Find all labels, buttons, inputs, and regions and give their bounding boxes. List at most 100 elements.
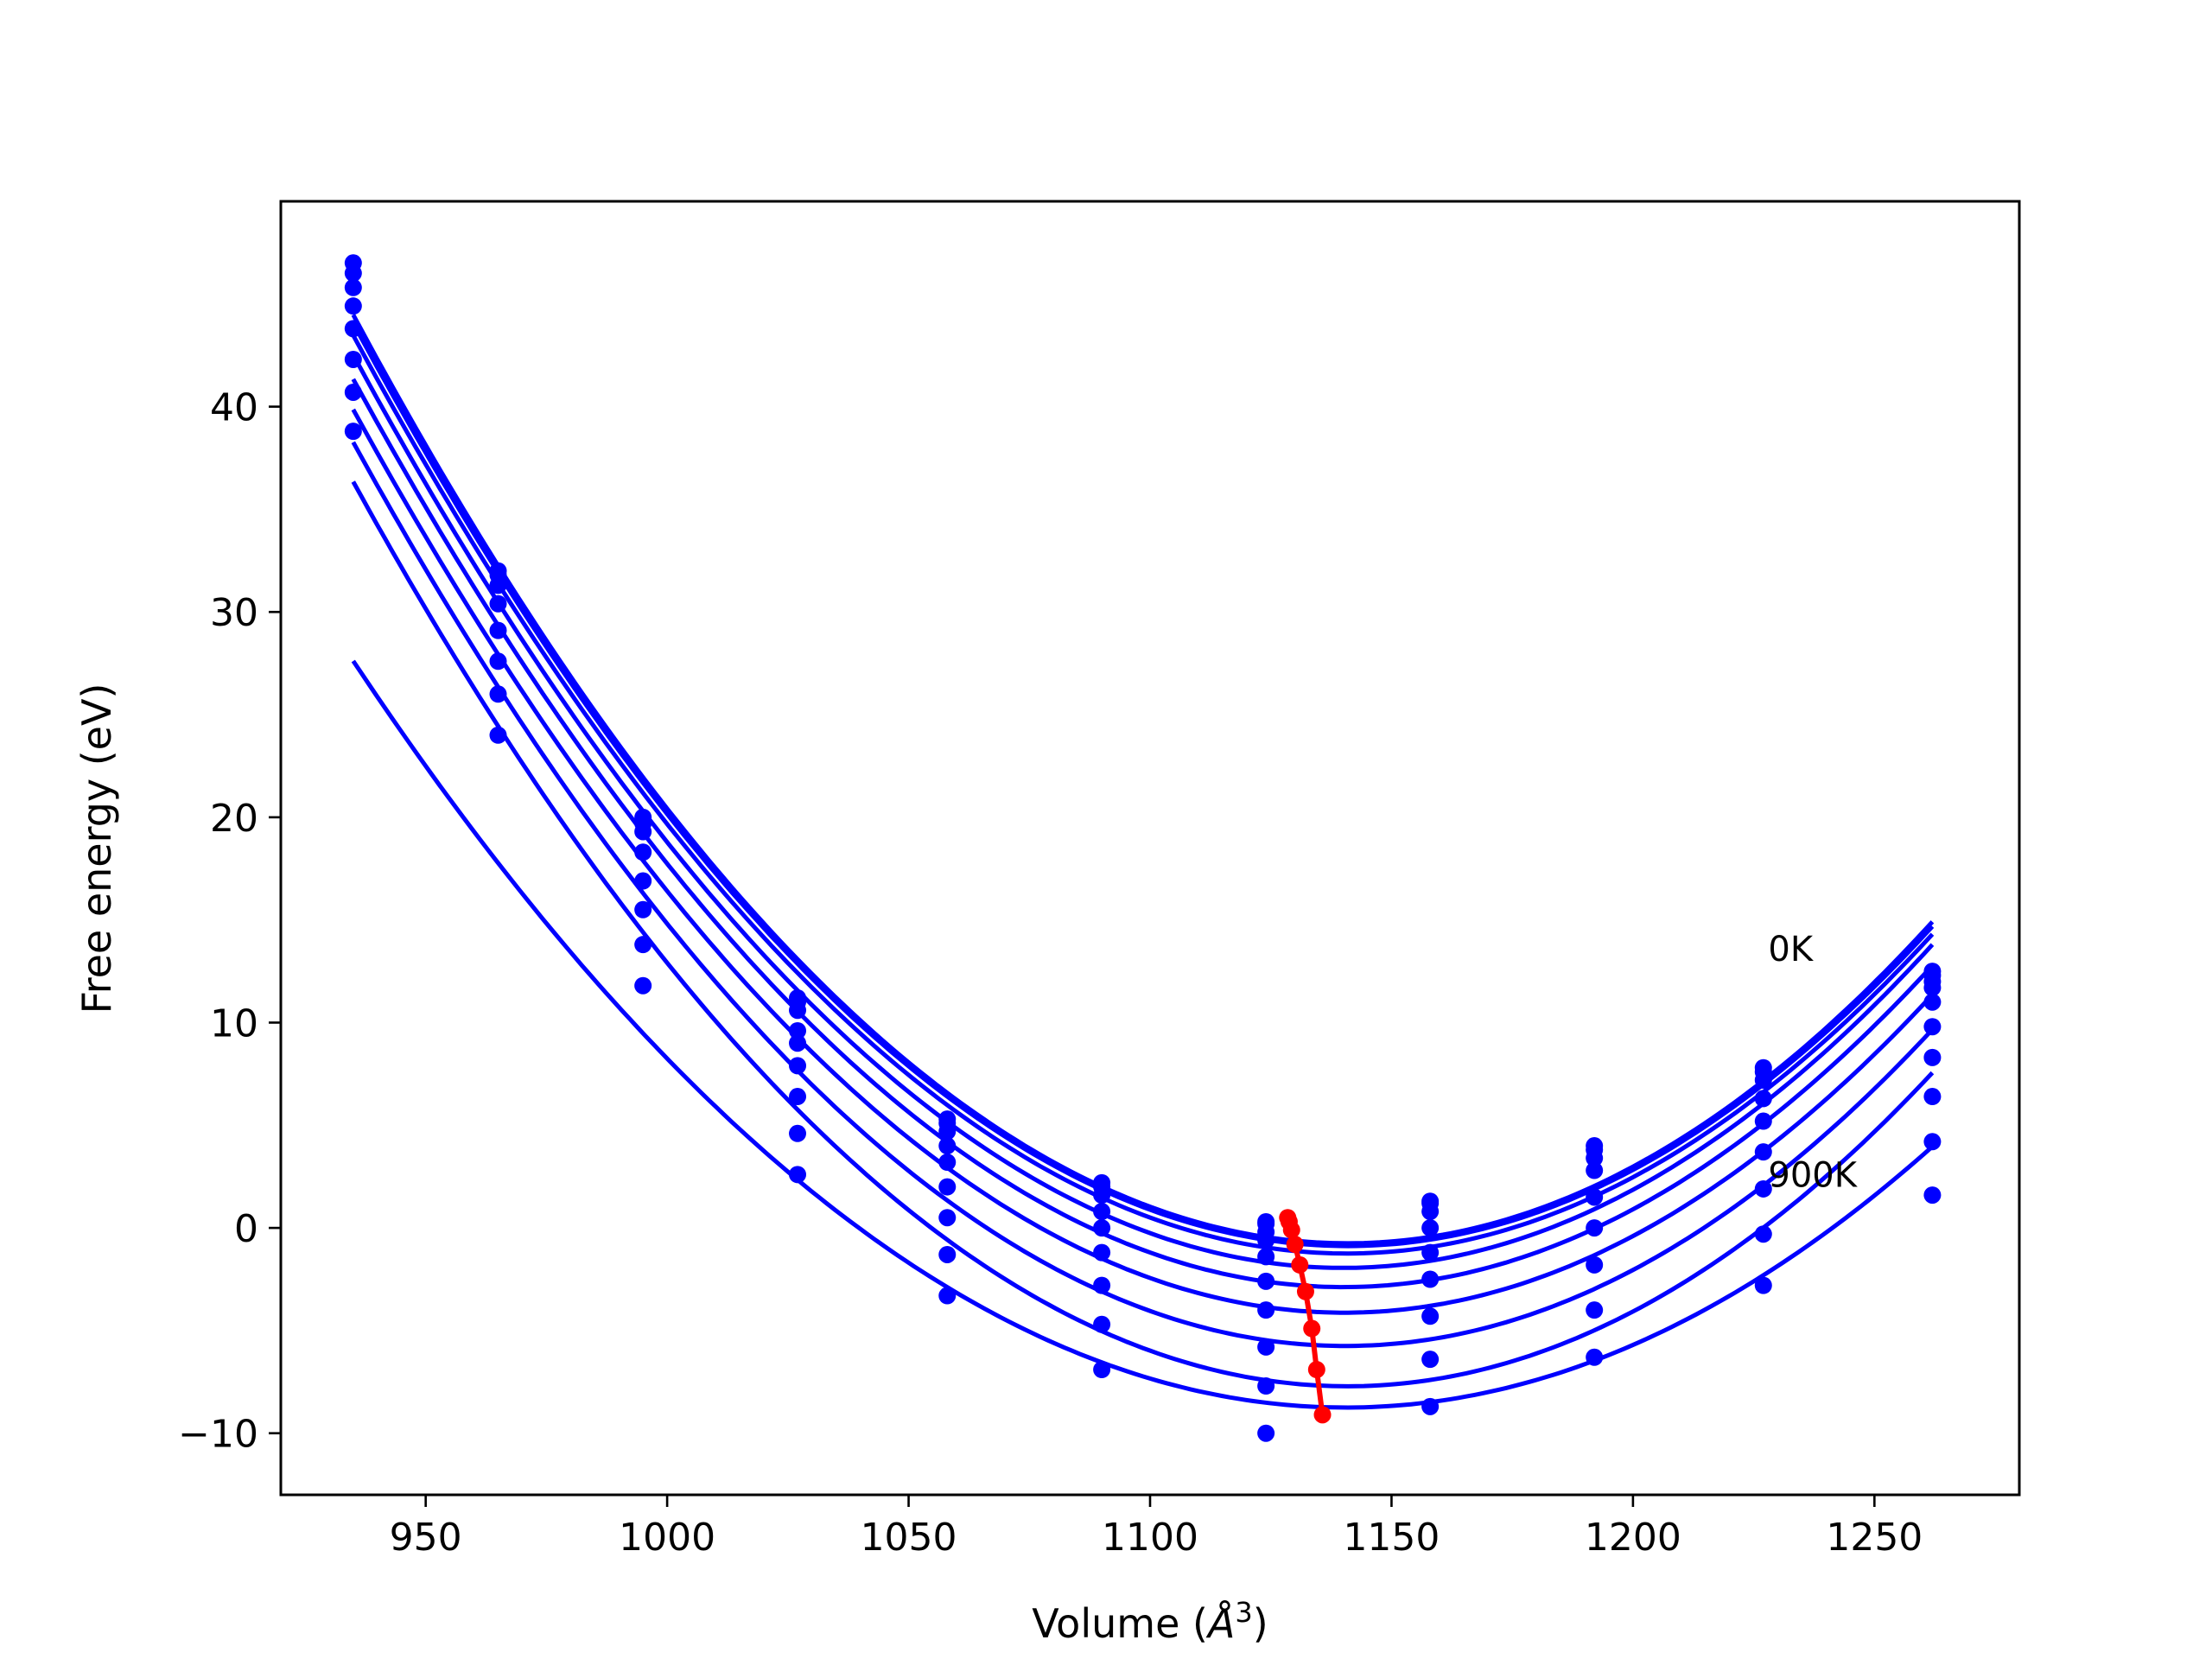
data-point [344, 383, 362, 401]
data-point [1421, 1351, 1440, 1369]
data-point [489, 685, 507, 703]
data-point [489, 576, 507, 594]
data-point [1923, 1018, 1942, 1036]
data-point [1093, 1315, 1111, 1333]
data-point [344, 320, 362, 338]
minimum-point [1313, 1406, 1332, 1424]
x-tick-label: 1200 [1585, 1516, 1681, 1560]
data-point [1586, 1188, 1604, 1206]
data-point [1586, 1301, 1604, 1319]
x-tick-label: 1000 [619, 1516, 715, 1560]
x-tick-label: 1150 [1343, 1516, 1440, 1560]
data-point [489, 726, 507, 744]
x-tick-label: 1250 [1826, 1516, 1923, 1560]
data-point [634, 936, 652, 954]
fit-curve-5 [351, 408, 1935, 1315]
data-point [1923, 979, 1942, 997]
minimum-point [1282, 1221, 1300, 1239]
data-point [938, 1209, 957, 1227]
data-point [1754, 1143, 1772, 1161]
data-point [1257, 1424, 1275, 1442]
data-point [344, 350, 362, 368]
data-point [489, 594, 507, 613]
data-points [344, 254, 1942, 1442]
data-point [789, 1001, 807, 1020]
data-point [489, 652, 507, 671]
data-point [1754, 1276, 1772, 1294]
data-point [789, 1124, 807, 1142]
data-point [1923, 993, 1942, 1011]
data-point [1754, 1112, 1772, 1130]
data-point [1754, 1179, 1772, 1198]
data-point [1421, 1219, 1440, 1237]
x-axis-label: Volume (Å3) [1032, 1596, 1268, 1647]
minima-path [1279, 1209, 1332, 1424]
data-point [1093, 1361, 1111, 1379]
data-point [1093, 1203, 1111, 1221]
data-point [1586, 1219, 1604, 1237]
y-tick-label: 0 [234, 1207, 258, 1251]
data-point [489, 621, 507, 639]
data-point [1923, 1186, 1942, 1205]
data-point [1257, 1231, 1275, 1249]
data-point [1923, 1048, 1942, 1066]
data-point [1093, 1186, 1111, 1205]
data-point [789, 1166, 807, 1184]
data-point [1923, 1088, 1942, 1106]
data-point [634, 823, 652, 841]
data-point [789, 1088, 807, 1106]
data-point [789, 1034, 807, 1052]
data-point [938, 1178, 957, 1196]
data-point [1257, 1338, 1275, 1356]
data-point [344, 297, 362, 315]
data-point [634, 976, 652, 995]
minimum-point [1296, 1282, 1314, 1300]
data-point [1421, 1307, 1440, 1325]
annotation-label: 0K [1768, 930, 1814, 969]
y-tick-label: 10 [210, 1001, 258, 1046]
fit-curve-7 [351, 480, 1935, 1389]
data-point [634, 843, 652, 861]
fit-curve-4 [351, 378, 1935, 1290]
data-point [634, 900, 652, 918]
fit-curve-8 [351, 659, 1935, 1410]
fit-curve-0 [351, 314, 1935, 1246]
data-point [938, 1122, 957, 1141]
data-point [1586, 1161, 1604, 1179]
y-axis-label: Free energy (eV) [73, 683, 120, 1014]
x-tick-label: 950 [390, 1516, 462, 1560]
plot-frame [279, 200, 2021, 1497]
y-tick-label: −10 [178, 1413, 258, 1457]
fit-curve-6 [351, 441, 1935, 1349]
minimum-point [1286, 1236, 1304, 1254]
data-point [1754, 1090, 1772, 1108]
data-point [1093, 1219, 1111, 1237]
data-point [1093, 1276, 1111, 1294]
fit-curve-1 [351, 321, 1935, 1249]
annotations: 0K 900K [1768, 930, 1858, 1195]
data-point [1754, 1071, 1772, 1090]
data-point [789, 1021, 807, 1039]
data-point [938, 1137, 957, 1155]
minimum-point [1303, 1319, 1321, 1338]
data-point [344, 278, 362, 296]
x-axis-ticks: 950 1000 1050 1100 1150 1200 1250 [390, 1495, 1923, 1560]
data-point [1923, 1133, 1942, 1151]
minimum-point [1307, 1361, 1325, 1379]
data-point [1586, 1149, 1604, 1167]
annotation-label: 900K [1768, 1156, 1858, 1196]
y-axis-ticks: −10 0 10 20 30 40 [178, 386, 281, 1457]
data-point [344, 423, 362, 441]
fit-curve-2 [351, 334, 1935, 1256]
data-point [1754, 1225, 1772, 1243]
fit-curve-3 [351, 353, 1935, 1270]
fit-curves [351, 314, 1935, 1410]
data-point [1421, 1270, 1440, 1288]
data-point [1421, 1397, 1440, 1415]
data-point [789, 1057, 807, 1075]
data-point [1586, 1348, 1604, 1366]
data-point [1421, 1243, 1440, 1262]
data-point [938, 1287, 957, 1305]
y-tick-label: 30 [210, 591, 258, 635]
y-tick-label: 40 [210, 386, 258, 430]
